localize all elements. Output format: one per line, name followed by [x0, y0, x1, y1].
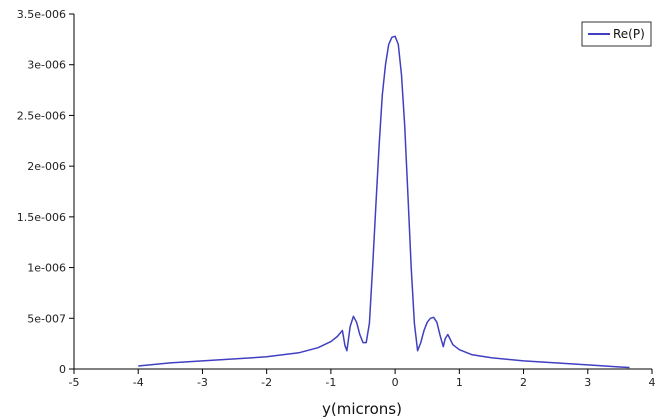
y-tick-label: 5e-007	[27, 312, 66, 325]
x-tick-label: -5	[69, 376, 80, 389]
x-tick-label: 0	[392, 376, 399, 389]
x-tick-label: 4	[649, 376, 656, 389]
series-line-re-p	[138, 35, 630, 369]
series-layer	[138, 35, 630, 369]
y-axis: 0 5e-007 1e-006 1.5e-006 2e-006 2.5e-006 3e-00…	[17, 8, 74, 376]
y-tick-label: 1.5e-006	[17, 211, 66, 224]
x-tick-label: 2	[520, 376, 527, 389]
y-tick-label: 0	[59, 363, 66, 376]
plot-area	[73, 14, 652, 370]
x-tick-label: -3	[197, 376, 208, 389]
y-tick-label: 1e-006	[27, 262, 66, 275]
x-tick-label: 1	[456, 376, 463, 389]
y-tick-label: 3.5e-006	[17, 8, 66, 21]
y-tick-label: 2.5e-006	[17, 109, 66, 122]
legend-label-re-p: Re(P)	[613, 27, 645, 41]
y-tick-label: 2e-006	[27, 160, 66, 173]
x-tick-label: -4	[133, 376, 144, 389]
y-tick-label: 3e-006	[27, 59, 66, 72]
x-axis: -5 -4 -3 -2 -1 0 1 2 3 4	[69, 369, 656, 389]
x-axis-label: y(microns)	[322, 400, 402, 418]
legend[interactable]: Re(P)	[581, 21, 652, 47]
x-tick-label: -2	[261, 376, 272, 389]
x-tick-label: -1	[325, 376, 336, 389]
x-tick-label: 3	[584, 376, 591, 389]
